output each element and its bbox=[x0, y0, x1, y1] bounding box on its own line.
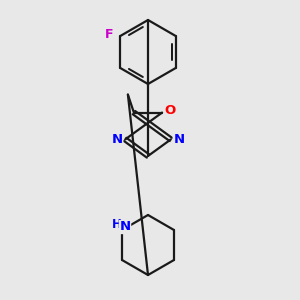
Text: F: F bbox=[105, 28, 113, 41]
Text: N: N bbox=[112, 133, 123, 146]
Text: O: O bbox=[164, 104, 176, 117]
Text: H: H bbox=[112, 218, 122, 232]
Text: N: N bbox=[119, 220, 130, 233]
Text: N: N bbox=[173, 133, 184, 146]
